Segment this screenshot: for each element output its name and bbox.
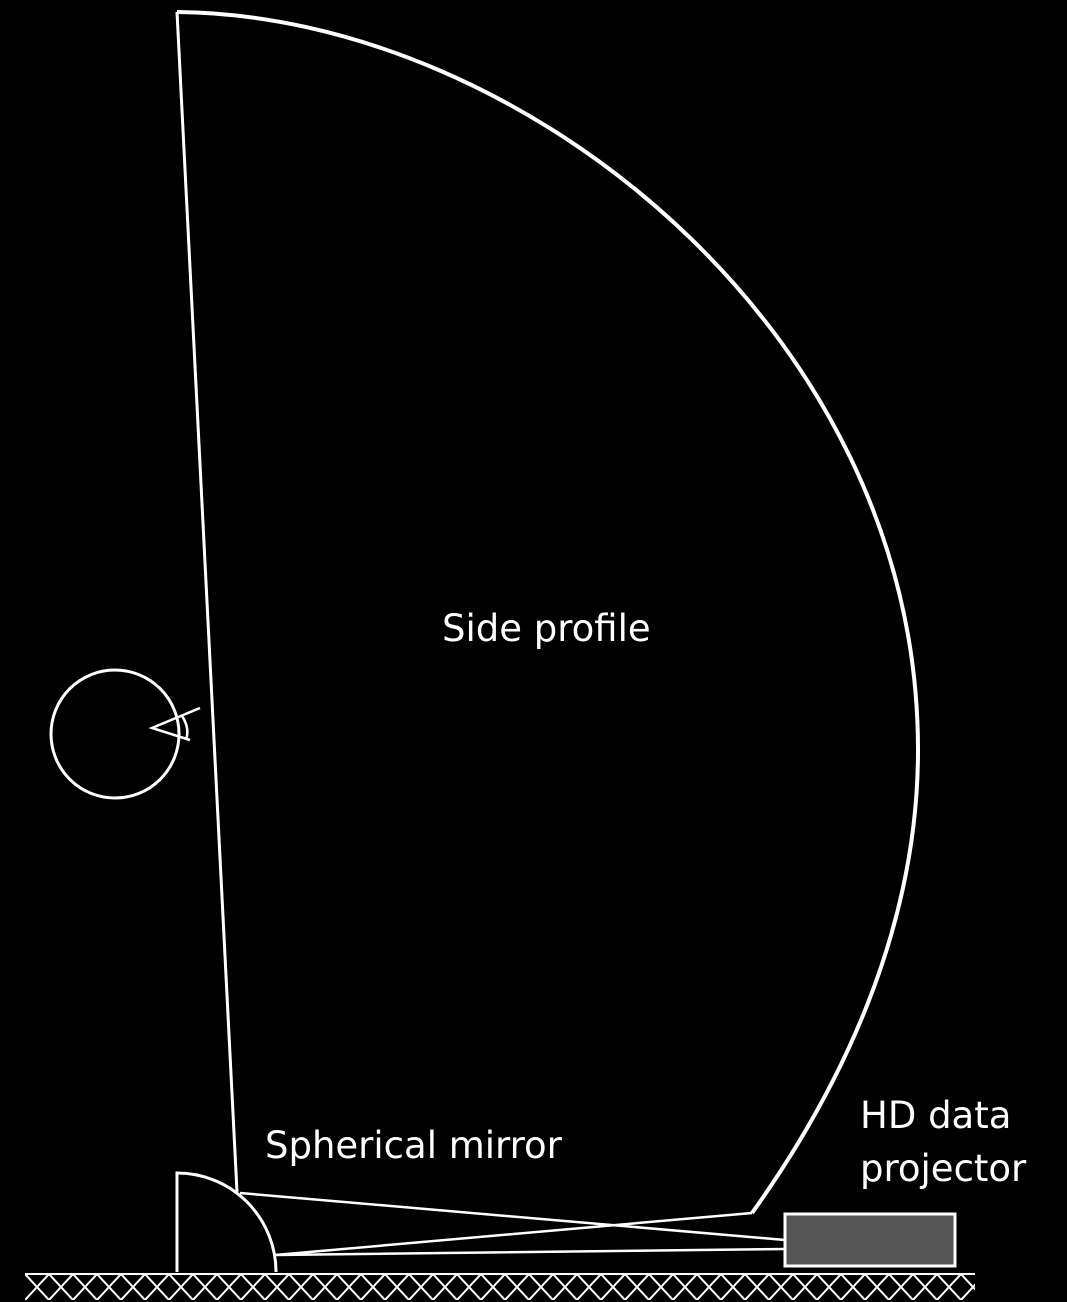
- spherical-mirror: [175, 1171, 278, 1273]
- projector: [783, 1212, 957, 1268]
- viewer-head: [49, 668, 181, 800]
- light-rays: [239, 1191, 786, 1257]
- dome-profile: [176, 10, 921, 1215]
- screen-edge: [175, 11, 239, 1193]
- ground: [25, 1274, 975, 1300]
- projector-label: projector: [860, 1147, 1027, 1190]
- projector-label: HD data: [860, 1094, 1011, 1137]
- viewer-eye: [148, 706, 201, 742]
- side-profile-label: Side profile: [442, 607, 651, 650]
- mirror-label: Spherical mirror: [265, 1124, 563, 1167]
